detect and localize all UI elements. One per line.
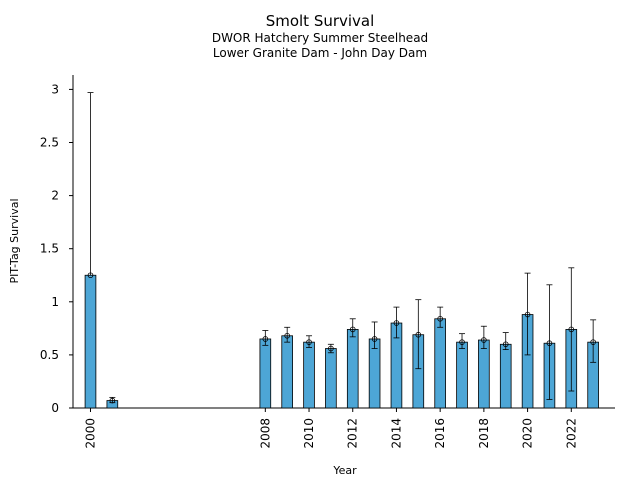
x-tick-label: 2016 bbox=[433, 418, 447, 449]
x-tick-label: 2020 bbox=[521, 418, 535, 449]
y-tick-label: 2.5 bbox=[40, 136, 59, 150]
chart-title: Smolt Survival bbox=[265, 12, 375, 30]
point-marker bbox=[459, 339, 465, 345]
chart-subtitle-line-1: DWOR Hatchery Summer Steelhead bbox=[211, 31, 429, 45]
x-tick-label: 2022 bbox=[564, 418, 578, 449]
point-marker bbox=[306, 339, 312, 345]
x-tick-label: 2000 bbox=[83, 418, 97, 449]
y-axis-label: PIT-Tag Survival bbox=[8, 198, 21, 283]
y-tick-label: 0 bbox=[51, 401, 59, 415]
y-tick-label: 2 bbox=[51, 189, 59, 203]
bar bbox=[303, 341, 315, 409]
point-marker bbox=[371, 336, 378, 342]
point-marker bbox=[87, 272, 94, 279]
bar bbox=[478, 339, 490, 409]
y-tick-label: 0.5 bbox=[40, 348, 59, 362]
point-marker bbox=[415, 331, 422, 338]
point-marker bbox=[568, 326, 575, 333]
point-marker bbox=[109, 397, 116, 404]
point-marker bbox=[437, 315, 443, 322]
point-marker bbox=[328, 345, 334, 352]
bar bbox=[325, 348, 337, 409]
x-tick-label: 2008 bbox=[258, 418, 272, 449]
bar bbox=[84, 274, 97, 409]
y-tick-label: 3 bbox=[51, 82, 59, 96]
y-tick-label: 1 bbox=[51, 295, 59, 309]
bar bbox=[434, 318, 446, 409]
point-marker bbox=[481, 337, 487, 343]
bar bbox=[456, 341, 468, 409]
point-marker bbox=[262, 336, 269, 342]
bar bbox=[346, 329, 359, 409]
point-marker bbox=[284, 332, 290, 339]
bar bbox=[368, 338, 381, 409]
x-tick-label: 2010 bbox=[302, 418, 316, 449]
bar bbox=[499, 343, 512, 409]
bar bbox=[281, 335, 293, 409]
x-axis-label: Year bbox=[332, 464, 357, 477]
x-tick-label: 2012 bbox=[346, 418, 360, 449]
x-tick-label: 2014 bbox=[389, 418, 403, 449]
point-marker bbox=[393, 320, 400, 326]
y-tick-label: 1.5 bbox=[40, 242, 59, 256]
bar bbox=[259, 338, 272, 409]
x-tick-label: 2018 bbox=[477, 418, 491, 449]
point-marker bbox=[524, 311, 531, 318]
point-marker bbox=[349, 326, 356, 333]
point-marker bbox=[590, 339, 596, 345]
point-marker bbox=[502, 341, 509, 348]
point-marker bbox=[546, 340, 553, 347]
chart-subtitle-line-2: Lower Granite Dam - John Day Dam bbox=[212, 46, 428, 60]
